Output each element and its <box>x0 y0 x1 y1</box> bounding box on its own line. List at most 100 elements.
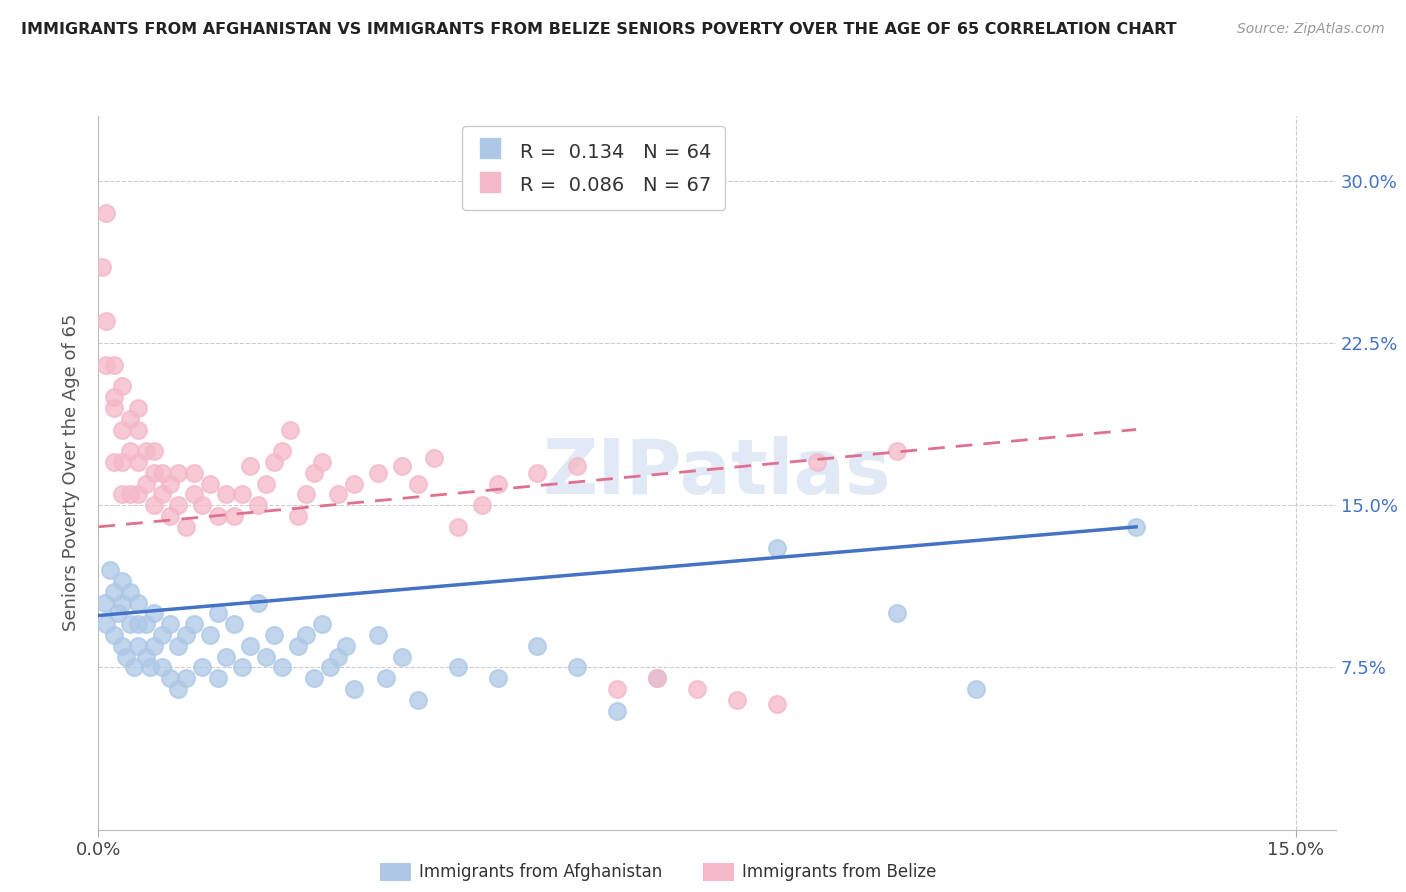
Point <box>103 390 125 404</box>
Point <box>326 487 349 501</box>
Point <box>135 444 157 458</box>
Point <box>254 649 277 664</box>
Point <box>135 476 157 491</box>
Point <box>287 508 309 523</box>
Point <box>159 476 181 491</box>
Point <box>806 455 828 469</box>
Point <box>150 628 173 642</box>
Point <box>174 520 197 534</box>
Point <box>120 444 142 458</box>
Point <box>174 628 197 642</box>
Point <box>207 508 229 523</box>
Point <box>127 455 149 469</box>
Point <box>111 455 134 469</box>
Point <box>183 466 205 480</box>
Point <box>103 401 125 415</box>
Point <box>686 681 709 696</box>
Point <box>96 314 118 328</box>
Point <box>103 628 125 642</box>
Text: IMMIGRANTS FROM AFGHANISTAN VS IMMIGRANTS FROM BELIZE SENIORS POVERTY OVER THE A: IMMIGRANTS FROM AFGHANISTAN VS IMMIGRANT… <box>21 22 1177 37</box>
Point <box>374 671 396 685</box>
Point <box>231 660 253 674</box>
Point <box>406 476 429 491</box>
Point <box>606 704 628 718</box>
Point <box>96 206 118 220</box>
Point <box>111 595 134 609</box>
Point <box>167 639 190 653</box>
Point <box>311 617 333 632</box>
Text: Immigrants from Belize: Immigrants from Belize <box>742 863 936 881</box>
Point <box>143 498 166 512</box>
Point <box>302 671 325 685</box>
Point <box>111 639 134 653</box>
Point <box>526 466 548 480</box>
Point <box>766 697 789 711</box>
Point <box>150 487 173 501</box>
Point <box>247 498 270 512</box>
Point <box>215 649 238 664</box>
Point <box>120 411 142 425</box>
Point <box>139 660 162 674</box>
Point <box>422 450 444 465</box>
Point <box>263 455 285 469</box>
Point <box>239 639 262 653</box>
Point <box>120 617 142 632</box>
Text: ZIPatlas: ZIPatlas <box>543 436 891 509</box>
Point <box>111 423 134 437</box>
Point <box>127 423 149 437</box>
Point <box>111 379 134 393</box>
Point <box>486 476 509 491</box>
Point <box>120 487 142 501</box>
Point <box>271 444 294 458</box>
Point <box>1125 520 1147 534</box>
Point <box>567 459 589 474</box>
Point <box>271 660 294 674</box>
Point <box>231 487 253 501</box>
Point <box>278 423 301 437</box>
Point <box>103 358 125 372</box>
Point <box>446 660 468 674</box>
Point <box>207 607 229 621</box>
Point <box>183 487 205 501</box>
Point <box>111 487 134 501</box>
Point <box>191 660 214 674</box>
Point <box>966 681 988 696</box>
Point <box>391 459 413 474</box>
Point <box>207 671 229 685</box>
Point <box>343 476 366 491</box>
Point <box>391 649 413 664</box>
Point <box>326 649 349 664</box>
Point <box>239 459 262 474</box>
Point <box>311 455 333 469</box>
Point <box>124 660 146 674</box>
Point <box>295 628 318 642</box>
Point <box>167 498 190 512</box>
Y-axis label: Seniors Poverty Over the Age of 65: Seniors Poverty Over the Age of 65 <box>62 314 80 632</box>
Point <box>174 671 197 685</box>
Point <box>471 498 494 512</box>
Point <box>143 639 166 653</box>
Point <box>91 260 114 275</box>
Point <box>247 595 270 609</box>
Point <box>254 476 277 491</box>
Point <box>103 455 125 469</box>
Point <box>198 476 221 491</box>
Point <box>191 498 214 512</box>
Point <box>143 466 166 480</box>
Point <box>167 466 190 480</box>
Point <box>367 628 389 642</box>
Point <box>127 401 149 415</box>
Point <box>319 660 342 674</box>
Text: Source: ZipAtlas.com: Source: ZipAtlas.com <box>1237 22 1385 37</box>
Point <box>224 617 246 632</box>
Point <box>486 671 509 685</box>
Point <box>367 466 389 480</box>
Point <box>335 639 357 653</box>
Point <box>886 444 908 458</box>
Point <box>127 639 149 653</box>
Point <box>567 660 589 674</box>
Point <box>606 681 628 696</box>
Point <box>96 358 118 372</box>
Point <box>100 563 122 577</box>
Point <box>143 444 166 458</box>
